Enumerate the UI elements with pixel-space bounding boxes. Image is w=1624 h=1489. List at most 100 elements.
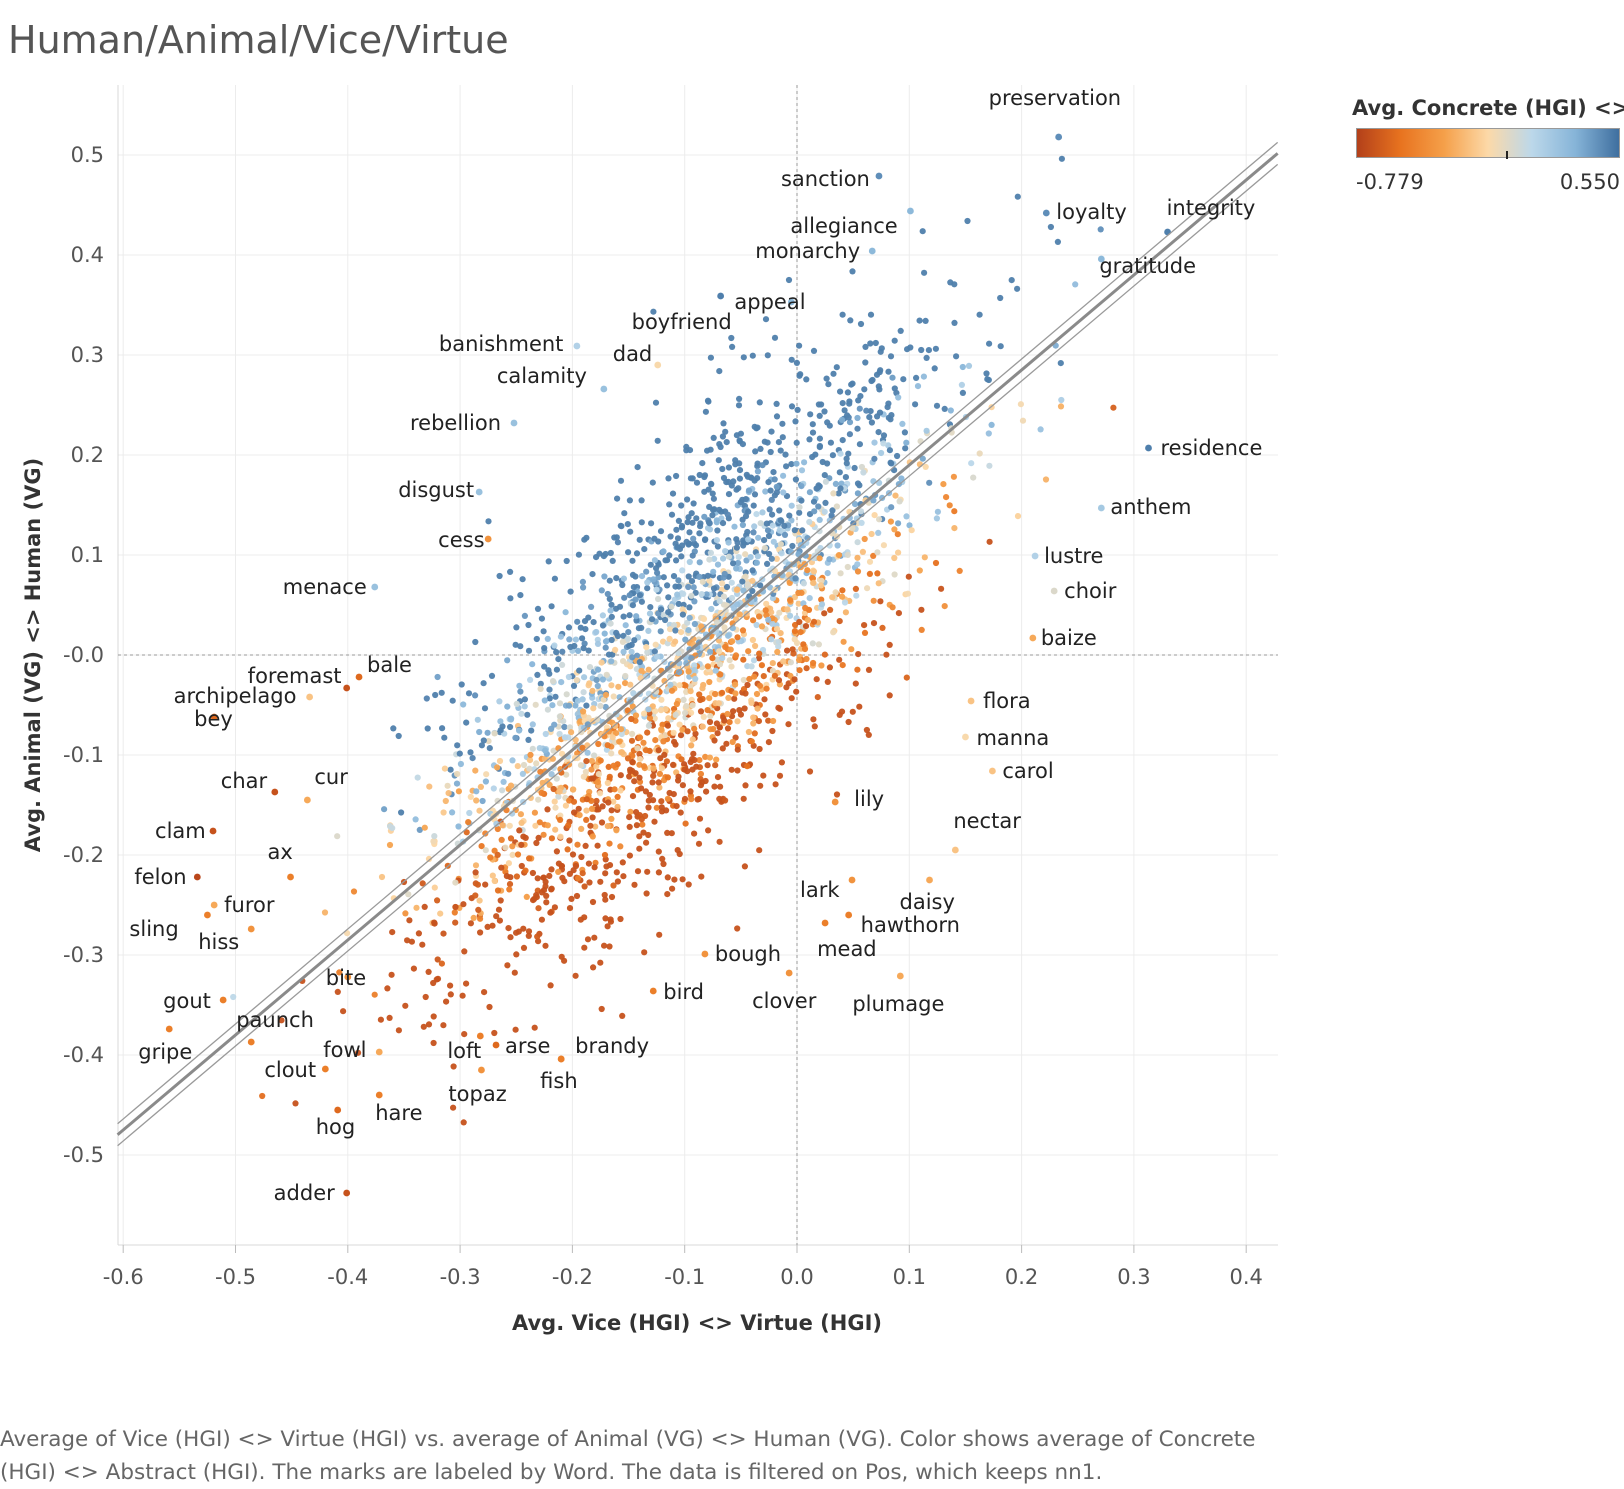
point-label: baize (1041, 626, 1097, 650)
data-point (756, 682, 764, 689)
data-point (631, 778, 638, 785)
data-point (636, 845, 643, 852)
data-point (673, 526, 680, 533)
data-point (581, 536, 588, 543)
data-point (628, 648, 635, 655)
data-point (699, 723, 706, 730)
data-point (839, 311, 846, 318)
point-label: boyfriend (632, 310, 732, 334)
data-point (874, 570, 881, 577)
data-point (685, 627, 692, 634)
data-point (553, 649, 560, 656)
data-point (932, 559, 940, 567)
data-point (637, 675, 644, 682)
data-point (614, 793, 621, 801)
data-point (905, 573, 912, 580)
data-point (611, 534, 618, 541)
data-point (650, 576, 657, 583)
data-point (854, 561, 861, 568)
labeled-data-point (868, 247, 876, 255)
data-point (685, 573, 692, 580)
data-point (894, 531, 901, 538)
data-point (551, 642, 558, 649)
data-point (638, 667, 645, 674)
data-point (707, 354, 715, 361)
data-point (933, 402, 941, 409)
data-point (426, 783, 433, 790)
data-point (634, 464, 641, 471)
data-point (810, 659, 817, 667)
data-point (538, 916, 546, 923)
data-point (548, 866, 555, 873)
data-point (579, 870, 586, 877)
data-point (622, 622, 629, 629)
data-point (861, 535, 868, 543)
data-point (683, 703, 690, 710)
data-point (675, 583, 683, 590)
data-point (558, 679, 565, 686)
data-point (584, 749, 591, 756)
data-point (841, 407, 848, 414)
data-point (662, 616, 669, 624)
data-point (1072, 281, 1079, 288)
data-point (663, 758, 671, 765)
data-point (861, 629, 869, 637)
data-point (583, 796, 590, 803)
labeled-data-point (165, 1025, 173, 1033)
data-point (684, 496, 691, 503)
data-point (768, 555, 775, 562)
data-point (767, 584, 774, 591)
data-point (526, 757, 534, 764)
data-point (704, 397, 712, 404)
data-point (740, 542, 747, 549)
legend-min-label: -0.779 (1356, 170, 1424, 194)
data-point (810, 498, 818, 505)
data-point (472, 767, 479, 774)
data-point (827, 606, 834, 614)
axis-ticks: -0.6 -0.5 -0.4 -0.3 -0.2 -0.1 0.0 0.1 0.2 0.3 0.40… (63, 143, 1263, 1289)
data-point (926, 479, 933, 486)
point-label: arse (505, 1034, 550, 1058)
data-point (567, 643, 574, 651)
data-point (431, 884, 438, 891)
data-point (547, 909, 554, 916)
data-point (561, 957, 568, 964)
data-point (677, 732, 685, 739)
data-point (507, 716, 515, 723)
x-tick-label: -0.2 (552, 1265, 593, 1289)
data-point (822, 478, 830, 485)
labeled-data-point (717, 292, 725, 300)
data-point (687, 788, 694, 795)
data-point (688, 578, 696, 585)
data-point (522, 867, 529, 874)
data-point (636, 756, 644, 763)
data-point (579, 578, 587, 586)
data-point (849, 268, 856, 275)
data-point (494, 825, 501, 833)
data-point (626, 612, 633, 619)
data-point (575, 551, 583, 558)
data-point (519, 576, 526, 583)
data-point (712, 762, 719, 769)
data-point (871, 511, 878, 519)
data-point (776, 507, 783, 514)
data-point (760, 673, 767, 680)
data-point (607, 918, 615, 925)
data-point (1008, 277, 1015, 284)
data-point (784, 606, 791, 613)
data-point (682, 709, 689, 717)
data-point (678, 502, 685, 509)
data-point (871, 455, 878, 462)
data-point (854, 490, 862, 497)
data-point (627, 528, 634, 535)
data-point (529, 721, 536, 728)
data-point (722, 428, 729, 435)
data-point (710, 725, 717, 733)
data-point (609, 557, 616, 565)
data-point (638, 519, 645, 526)
data-point (649, 479, 656, 486)
data-point (736, 611, 743, 618)
data-point (816, 444, 823, 451)
data-point (463, 719, 470, 726)
